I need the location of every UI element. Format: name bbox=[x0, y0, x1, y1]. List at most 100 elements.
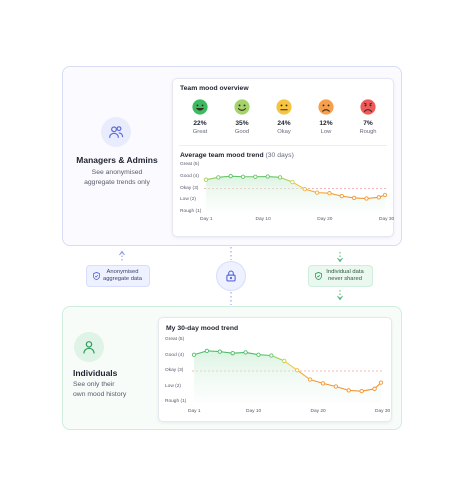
personal-trend-line-segment bbox=[206, 350, 221, 353]
mood-label: Low bbox=[320, 129, 332, 135]
very-happy-face-icon bbox=[192, 99, 208, 115]
personal-trend-data-point bbox=[333, 384, 339, 389]
individuals-title: Individuals bbox=[73, 368, 118, 378]
anonymised-data-badge: Anonymised aggregate data bbox=[86, 265, 150, 287]
team-trend-line-segment bbox=[279, 176, 293, 183]
personal-trend-title: My 30-day mood trend bbox=[166, 325, 239, 332]
team-trend-data-point bbox=[277, 175, 283, 180]
shield-check-icon bbox=[315, 272, 322, 280]
personal-trend-line-segment bbox=[193, 350, 208, 356]
team-trend-x-tick-label: Day 20 bbox=[317, 217, 333, 222]
personal-trend-y-tick-label: Good (4) bbox=[165, 352, 184, 358]
team-trend-title: Average team mood trend (30 days) bbox=[180, 152, 294, 159]
personal-trend-data-point bbox=[359, 389, 364, 394]
personal-trend-line-segment bbox=[309, 378, 324, 384]
mood-label: Rough bbox=[359, 129, 377, 135]
team-trend-data-point bbox=[203, 177, 209, 182]
team-trend-data-point bbox=[364, 196, 369, 201]
mood-percent: 24% bbox=[277, 120, 291, 127]
team-trend-area bbox=[206, 176, 385, 212]
shield-check-icon bbox=[93, 272, 100, 280]
lock-badge bbox=[216, 261, 246, 291]
mood-label: Good bbox=[234, 129, 250, 135]
mood-good: 35% Good bbox=[222, 99, 262, 135]
neutral-face-icon bbox=[276, 99, 292, 115]
personal-trend-data-point bbox=[378, 380, 384, 385]
personal-trend-x-tick-label: Day 1 bbox=[188, 409, 201, 414]
mood-okay: 24% Okay bbox=[264, 99, 304, 135]
anonymised-badge-text: Anonymised aggregate data bbox=[102, 268, 142, 283]
mood-great: 22% Great bbox=[180, 99, 220, 135]
sad-face-icon bbox=[318, 99, 334, 115]
team-trend-data-point bbox=[339, 193, 344, 199]
personal-trend-data-point bbox=[295, 368, 300, 373]
mood-percent: 22% bbox=[193, 120, 207, 127]
mood-percent: 12% bbox=[319, 120, 333, 127]
personal-trend-line-segment bbox=[361, 388, 376, 392]
personal-trend-x-tick-label: Day 20 bbox=[310, 409, 326, 414]
never-shared-badge: Individual data never shared bbox=[308, 265, 373, 287]
personal-trend-chart: Great (5) Good (4) Okay (3) Low (2) Rough (1… bbox=[159, 337, 393, 423]
team-trend-data-point bbox=[382, 192, 388, 198]
personal-trend-data-point bbox=[346, 388, 351, 393]
personal-trend-line-segment bbox=[270, 354, 285, 362]
team-trend-data-point bbox=[314, 190, 320, 195]
mood-percent: 35% bbox=[235, 120, 249, 127]
personal-trend-panel: My 30-day mood trend Great (5) Good (4) Ok… bbox=[158, 317, 392, 422]
personal-trend-line-segment bbox=[232, 351, 247, 354]
managers-icon-circle bbox=[101, 117, 131, 147]
personal-trend-y-tick-label: Great (5) bbox=[165, 337, 185, 342]
team-trend-y-tick-label: Low (2) bbox=[180, 197, 196, 203]
personal-trend-data-point bbox=[282, 358, 287, 364]
personal-trend-data-point bbox=[204, 348, 210, 354]
personal-trend-y-tick-label: Rough (1) bbox=[165, 399, 187, 404]
personal-trend-x-tick-label: Day 30 bbox=[375, 409, 391, 414]
team-trend-data-point bbox=[265, 174, 270, 179]
mood-label: Okay bbox=[277, 129, 291, 135]
team-trend-chart: Great (5) Good (4) Okay (3) Low (2) Rough (1… bbox=[173, 162, 395, 238]
personal-trend-line-segment bbox=[296, 369, 311, 381]
user-icon bbox=[83, 341, 95, 354]
personal-trend-data-point bbox=[243, 350, 248, 355]
smile-face-icon bbox=[234, 99, 250, 115]
personal-trend-data-point bbox=[372, 386, 377, 391]
mood-rough: 7% Rough bbox=[348, 99, 388, 135]
personal-trend-area bbox=[194, 350, 381, 402]
personal-trend-data-point bbox=[307, 377, 313, 382]
team-trend-data-point bbox=[253, 174, 258, 179]
personal-trend-x-tick-label: Day 10 bbox=[246, 409, 262, 414]
personal-trend-y-tick-label: Okay (3) bbox=[165, 368, 184, 373]
personal-trend-line-segment bbox=[283, 360, 298, 371]
lock-icon bbox=[226, 270, 236, 282]
team-trend-data-point bbox=[327, 191, 332, 196]
team-trend-x-tick-label: Day 30 bbox=[379, 217, 395, 222]
team-trend-data-point bbox=[240, 174, 246, 179]
team-trend-data-point bbox=[376, 195, 381, 200]
team-trend-data-point bbox=[228, 174, 233, 179]
team-trend-plot bbox=[203, 174, 388, 212]
personal-trend-plot bbox=[191, 348, 384, 402]
mood-label: Great bbox=[192, 129, 208, 135]
team-mood-overview-title: Team mood overview bbox=[180, 85, 249, 92]
managers-admins-card: Managers & Admins See anonymised aggrega… bbox=[62, 66, 402, 246]
users-icon bbox=[109, 126, 124, 138]
personal-trend-line-segment bbox=[322, 382, 337, 388]
never-shared-badge-text: Individual data never shared bbox=[326, 268, 364, 283]
team-mood-panel: Team mood overview 22% Great 35% Good 24% Oka… bbox=[172, 78, 394, 237]
team-trend-y-tick-label: Rough (1) bbox=[180, 209, 202, 214]
team-trend-y-tick-label: Okay (3) bbox=[180, 185, 199, 191]
personal-trend-line-segment bbox=[348, 389, 363, 392]
individuals-card: Individuals See only their own mood hist… bbox=[62, 306, 402, 430]
team-trend-data-point bbox=[216, 175, 221, 180]
team-trend-x-tick-label: Day 10 bbox=[255, 217, 271, 222]
personal-trend-data-point bbox=[320, 381, 326, 386]
panel-divider bbox=[179, 145, 387, 146]
personal-trend-data-point bbox=[191, 352, 197, 357]
personal-trend-data-point bbox=[217, 349, 222, 354]
team-trend-y-tick-label: Good (4) bbox=[180, 173, 199, 179]
upset-face-icon bbox=[360, 99, 376, 115]
personal-trend-line-segment bbox=[245, 351, 260, 356]
personal-trend-data-point bbox=[230, 351, 235, 356]
team-trend-data-point bbox=[302, 186, 307, 192]
